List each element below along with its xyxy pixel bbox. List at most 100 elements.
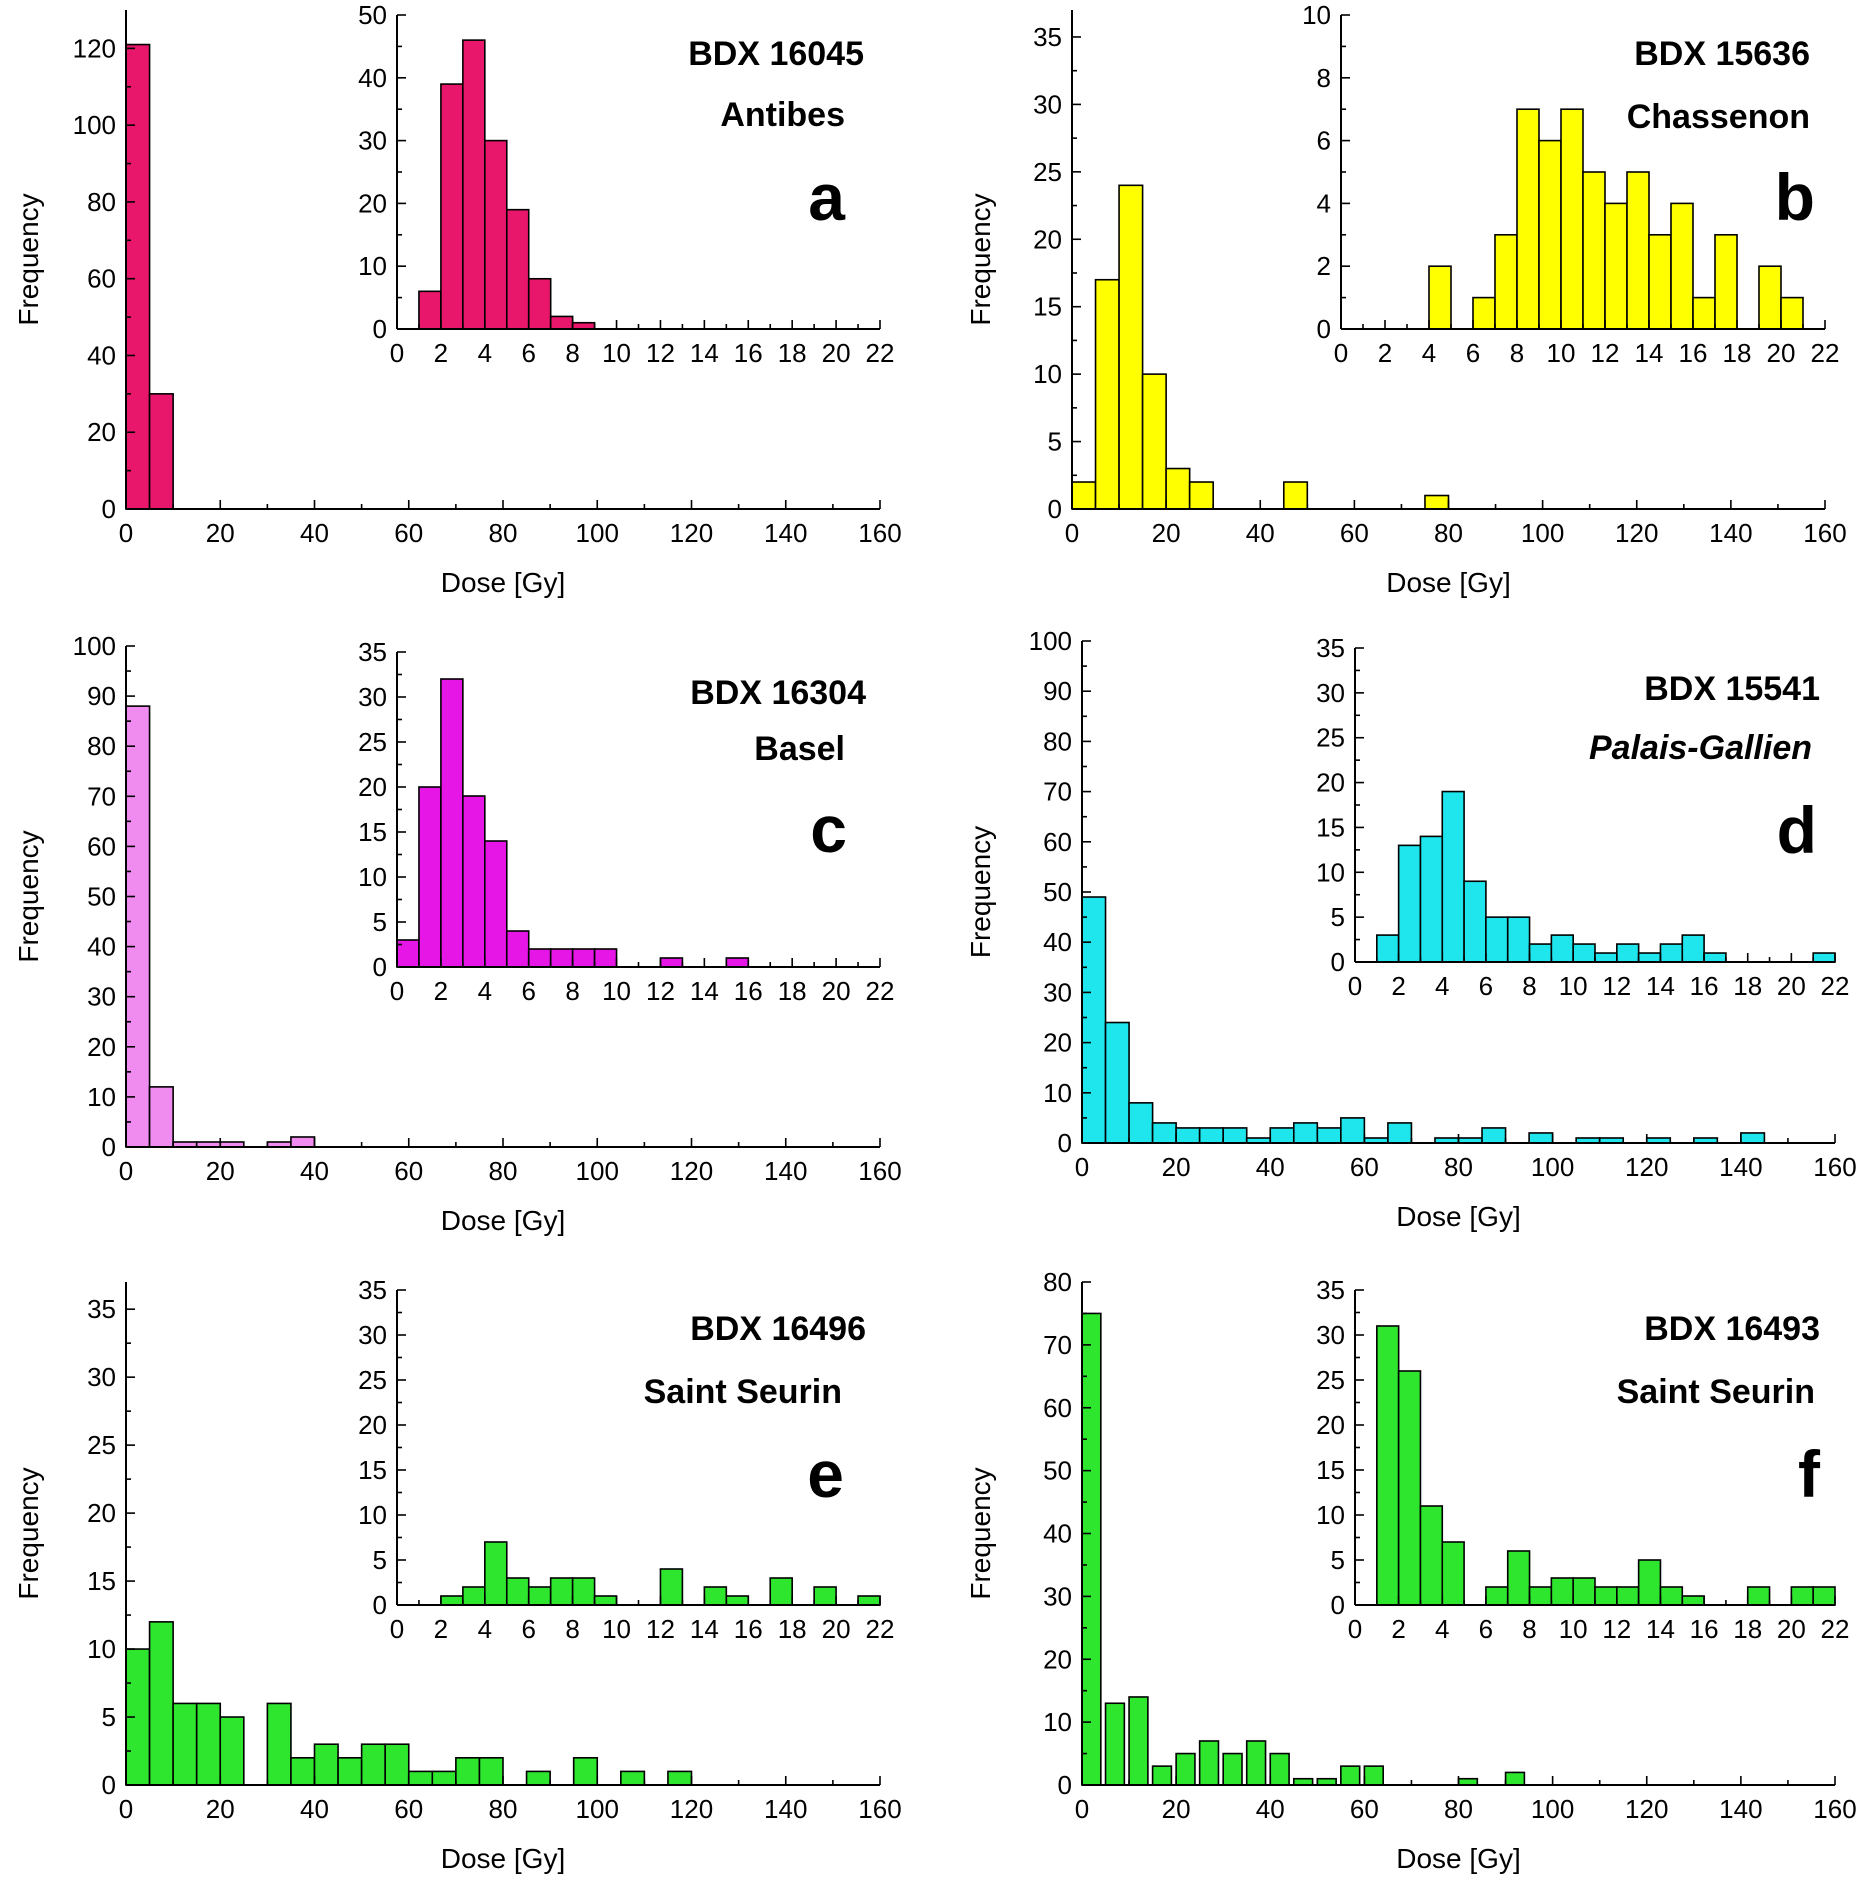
y-axis-title: Frequency	[965, 826, 996, 958]
histogram-bar	[1175, 1752, 1196, 1786]
y-tick-label: 30	[87, 982, 116, 1012]
inset-x-tick-label: 12	[1602, 971, 1631, 1001]
inset-histogram-bar	[462, 1586, 486, 1606]
inset-x-tick-label: 10	[602, 338, 631, 368]
y-axis-title: Frequency	[13, 193, 44, 325]
inset-x-tick-label: 18	[1723, 338, 1752, 368]
histogram-bar	[620, 1770, 646, 1786]
histogram-bar	[1387, 1122, 1413, 1144]
inset-histogram-bar	[857, 1595, 881, 1606]
inset-x-tick-label: 8	[565, 338, 579, 368]
site-name-label: Saint Seurin	[644, 1373, 842, 1411]
inset-y-tick-label: 2	[1317, 251, 1331, 281]
y-tick-label: 25	[1033, 157, 1062, 187]
histogram-bar	[1269, 1752, 1290, 1786]
x-tick-label: 20	[206, 1794, 235, 1824]
histogram-bar	[1198, 1740, 1220, 1786]
x-tick-label: 160	[858, 1156, 901, 1186]
y-tick-label: 20	[1043, 1644, 1072, 1674]
x-tick-label: 20	[1162, 1152, 1191, 1182]
inset-histogram-bar	[1506, 1550, 1531, 1606]
inset-y-tick-label: 10	[358, 1500, 387, 1530]
inset-x-tick-label: 18	[778, 976, 807, 1006]
inset-histogram-bar	[1572, 1577, 1596, 1606]
y-tick-label: 10	[87, 1082, 116, 1112]
histogram-bar	[1081, 896, 1107, 1144]
x-tick-label: 40	[300, 1794, 329, 1824]
inset-histogram-bar	[1604, 202, 1628, 330]
inset-histogram-bar	[1582, 171, 1606, 330]
inset-histogram-bar	[1428, 265, 1452, 330]
inset-histogram-bar	[505, 1577, 530, 1606]
histogram-bar	[455, 1757, 481, 1786]
inset-histogram-bar	[440, 678, 464, 968]
inset-histogram-bar	[1681, 934, 1705, 963]
inset-histogram-bar	[1441, 1541, 1465, 1606]
x-tick-label: 140	[1719, 1152, 1762, 1182]
x-tick-label: 80	[1434, 518, 1463, 548]
panel-letter: d	[1777, 793, 1817, 867]
y-tick-label: 70	[1043, 777, 1072, 807]
histogram-bar	[1104, 1702, 1126, 1786]
histogram-bar	[1094, 278, 1120, 510]
y-tick-label: 90	[1043, 676, 1072, 706]
x-tick-label: 60	[394, 518, 423, 548]
y-tick-label: 20	[87, 1032, 116, 1062]
y-tick-label: 10	[1043, 1707, 1072, 1737]
inset-histogram-bar	[1419, 1505, 1444, 1606]
histogram-bar	[125, 43, 151, 510]
inset-histogram-bar	[571, 1577, 596, 1606]
inset-x-tick-label: 20	[1777, 971, 1806, 1001]
y-tick-label: 70	[87, 781, 116, 811]
inset-y-tick-label: 15	[358, 1455, 387, 1485]
sample-id-label: BDX 15636	[1634, 35, 1810, 73]
y-tick-label: 30	[1033, 89, 1062, 119]
x-tick-label: 60	[1350, 1794, 1379, 1824]
x-tick-label: 120	[670, 1794, 713, 1824]
y-tick-label: 10	[1033, 359, 1062, 389]
inset-x-tick-label: 12	[646, 976, 675, 1006]
inset-histogram-bar	[484, 840, 508, 968]
inset-y-tick-label: 35	[1316, 633, 1345, 663]
histogram-bar	[1128, 1696, 1149, 1786]
histogram-bar	[1071, 481, 1097, 510]
inset-histogram-bar	[1528, 1586, 1553, 1606]
inset-histogram-bar	[1376, 1325, 1400, 1606]
x-tick-label: 100	[1531, 1152, 1574, 1182]
x-tick-label: 0	[119, 518, 133, 548]
inset-histogram-bar	[1692, 296, 1716, 330]
inset-x-tick-label: 6	[1466, 338, 1480, 368]
inset-x-tick-label: 18	[1733, 1614, 1762, 1644]
y-axis-title: Frequency	[13, 830, 44, 962]
histogram-bar	[384, 1743, 410, 1786]
histogram-bar	[667, 1770, 693, 1786]
inset-histogram-bar	[1494, 234, 1518, 330]
inset-y-tick-label: 25	[358, 1365, 387, 1395]
histogram-bar	[1222, 1752, 1243, 1786]
y-tick-label: 10	[1043, 1078, 1072, 1108]
inset-histogram-bar	[769, 1577, 793, 1606]
inset-y-tick-label: 10	[1316, 857, 1345, 887]
y-tick-label: 50	[1043, 1456, 1072, 1486]
inset-y-tick-label: 20	[358, 188, 387, 218]
inset-x-tick-label: 10	[1559, 971, 1588, 1001]
inset-y-tick-label: 10	[358, 862, 387, 892]
x-tick-label: 140	[764, 518, 807, 548]
inset-histogram-bar	[1812, 952, 1836, 963]
inset-histogram-bar	[1659, 1586, 1684, 1606]
inset-histogram-bar	[1594, 952, 1618, 963]
inset-histogram-bar	[462, 795, 486, 968]
x-tick-label: 60	[394, 1156, 423, 1186]
inset-x-tick-label: 20	[822, 976, 851, 1006]
panel-letter: e	[807, 1437, 844, 1511]
inset-x-tick-label: 0	[1348, 971, 1362, 1001]
inset-y-tick-label: 40	[358, 63, 387, 93]
inset-x-tick-label: 10	[1547, 338, 1576, 368]
inset-histogram-bar	[527, 277, 552, 330]
